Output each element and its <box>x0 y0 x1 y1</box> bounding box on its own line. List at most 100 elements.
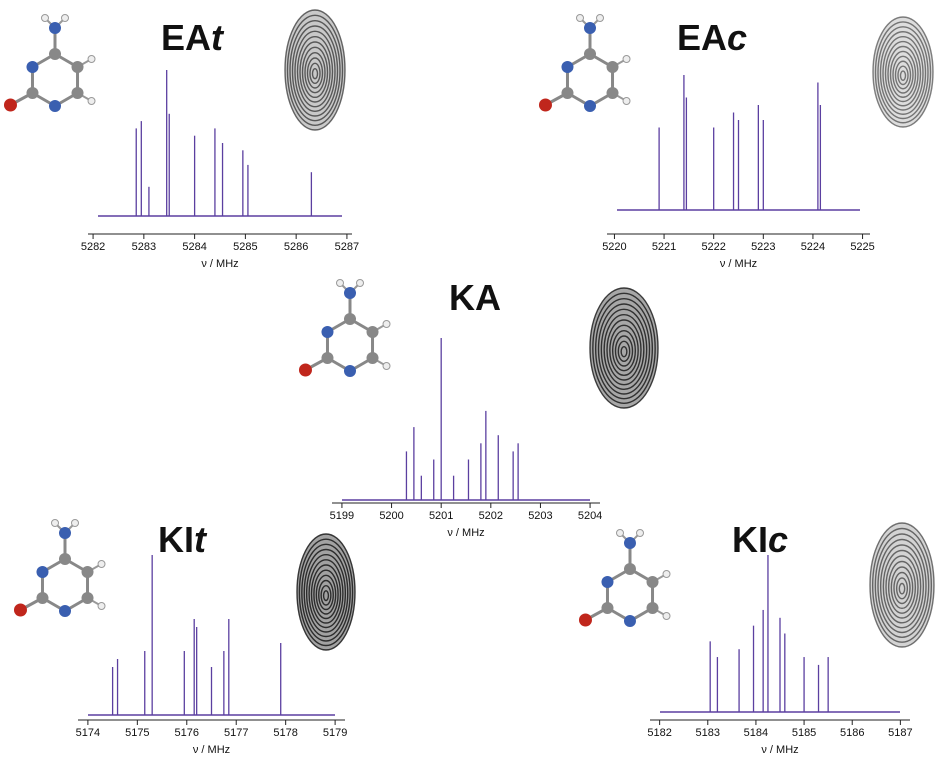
fingerprint-ridge <box>887 45 919 103</box>
fingerprint-ridge <box>898 582 906 595</box>
hydrogen <box>616 529 624 537</box>
fingerprint-ridge <box>597 303 651 395</box>
atom <box>646 576 659 588</box>
x-axis-label: ν / MHz <box>720 258 757 270</box>
atom <box>81 592 94 604</box>
hydrogen <box>87 97 96 105</box>
x-axis-label: ν / MHz <box>201 258 238 270</box>
fingerprint-ridge <box>872 16 934 128</box>
x-tick-label: 5223 <box>751 241 775 253</box>
hydrogen <box>61 14 69 22</box>
fingerprint-ridge <box>899 70 907 81</box>
fingerprint-ridge <box>869 522 935 648</box>
fingerprint-ridge <box>887 560 917 614</box>
hydrogen <box>71 519 79 527</box>
fingerprint-ridge <box>291 25 339 117</box>
atom <box>624 615 636 627</box>
panel-title: KIt <box>158 519 208 560</box>
fingerprint-ridge <box>892 55 914 94</box>
hydrogen <box>87 55 96 63</box>
fingerprint-shade <box>870 523 934 647</box>
fingerprint-ridge <box>313 569 339 620</box>
title-part: t <box>194 519 208 560</box>
x-tick-label: 5177 <box>224 727 248 739</box>
fingerprint-ridge <box>306 57 324 89</box>
molecule <box>298 279 391 377</box>
x-axis-label: ν / MHz <box>193 744 230 756</box>
atom <box>624 563 636 575</box>
atom <box>584 48 596 60</box>
hydrogen <box>636 529 644 537</box>
atom <box>13 603 27 617</box>
fingerprint-ridge <box>879 31 927 115</box>
fingerprint-ridge <box>318 579 334 611</box>
molecule <box>3 14 96 112</box>
title-part: KI <box>158 519 194 560</box>
fingerprint-ridge <box>882 35 924 111</box>
title-part: EA <box>677 17 727 58</box>
fingerprint-ridge <box>303 548 349 638</box>
atom <box>3 98 17 112</box>
atom <box>578 613 592 627</box>
x-tick-label: 5286 <box>284 241 308 253</box>
fingerprint-ridge <box>897 65 909 86</box>
fingerprint <box>872 16 934 128</box>
fingerprint-ridge <box>304 51 326 94</box>
fingerprint <box>284 9 346 131</box>
fingerprint-ridge <box>893 571 911 605</box>
fingerprint-ridge <box>592 292 656 405</box>
fingerprint-ridge <box>310 564 342 624</box>
atom <box>71 61 84 73</box>
atom <box>584 22 596 34</box>
title-part: c <box>768 519 788 560</box>
hydrogen <box>97 560 106 568</box>
atom <box>601 576 614 588</box>
atom <box>59 553 71 565</box>
atom <box>71 87 84 99</box>
fingerprint-ridge <box>305 553 347 633</box>
fingerprint-ridge <box>894 60 912 90</box>
hydrogen <box>622 55 631 63</box>
fingerprint-ridge <box>617 340 631 363</box>
atom <box>49 22 61 34</box>
fingerprint-ridge <box>308 559 344 629</box>
atom <box>26 87 39 99</box>
fingerprint <box>589 287 659 409</box>
atom <box>646 602 659 614</box>
x-tick-label: 5174 <box>76 727 100 739</box>
title-part: c <box>727 17 747 58</box>
hydrogen <box>336 279 344 287</box>
x-tick-label: 5199 <box>330 510 354 522</box>
x-tick-label: 5284 <box>182 241 206 253</box>
atom <box>538 98 552 112</box>
fingerprint-ridge <box>606 319 642 381</box>
atom <box>321 352 334 364</box>
hydrogen <box>662 612 671 620</box>
atom <box>561 61 574 73</box>
fingerprint-ridge <box>301 46 329 99</box>
x-tick-label: 5202 <box>479 510 503 522</box>
x-tick-label: 5187 <box>888 727 912 739</box>
hydrogen <box>622 97 631 105</box>
fingerprint-ridge <box>603 313 645 386</box>
atom <box>606 87 619 99</box>
fingerprint-ridge <box>311 67 319 80</box>
fingerprint-ridge <box>609 324 639 377</box>
x-tick-label: 5224 <box>801 241 825 253</box>
x-tick-label: 5283 <box>132 241 156 253</box>
atom <box>59 527 71 539</box>
fingerprint-ridge <box>889 50 917 98</box>
x-tick-label: 5176 <box>175 727 199 739</box>
panel-title: KIc <box>732 519 788 560</box>
fingerprint-ridge <box>874 533 930 639</box>
x-tick-label: 5285 <box>233 241 257 253</box>
hydrogen <box>576 14 584 22</box>
fingerprint-ridge <box>284 9 346 131</box>
x-axis-label: ν / MHz <box>447 527 484 539</box>
fingerprint-ridge <box>600 308 648 391</box>
x-tick-label: 5204 <box>578 510 602 522</box>
x-tick-label: 5220 <box>602 241 626 253</box>
fingerprint-ridge <box>320 584 332 606</box>
fingerprint-ridge <box>299 41 331 103</box>
